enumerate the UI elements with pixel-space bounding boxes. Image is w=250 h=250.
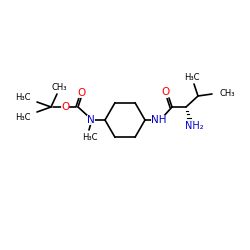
Text: N: N [87, 115, 95, 125]
Text: CH₃: CH₃ [220, 90, 236, 98]
Text: CH₃: CH₃ [51, 84, 67, 92]
Text: H₃C: H₃C [16, 112, 31, 122]
Text: O: O [78, 88, 86, 98]
Text: NH: NH [151, 115, 167, 125]
Text: NH₂: NH₂ [185, 121, 203, 131]
Text: O: O [162, 87, 170, 97]
Text: O: O [61, 102, 69, 112]
Text: H₃C: H₃C [16, 94, 31, 102]
Text: H₃C: H₃C [82, 132, 98, 141]
Text: H₃C: H₃C [184, 72, 200, 82]
